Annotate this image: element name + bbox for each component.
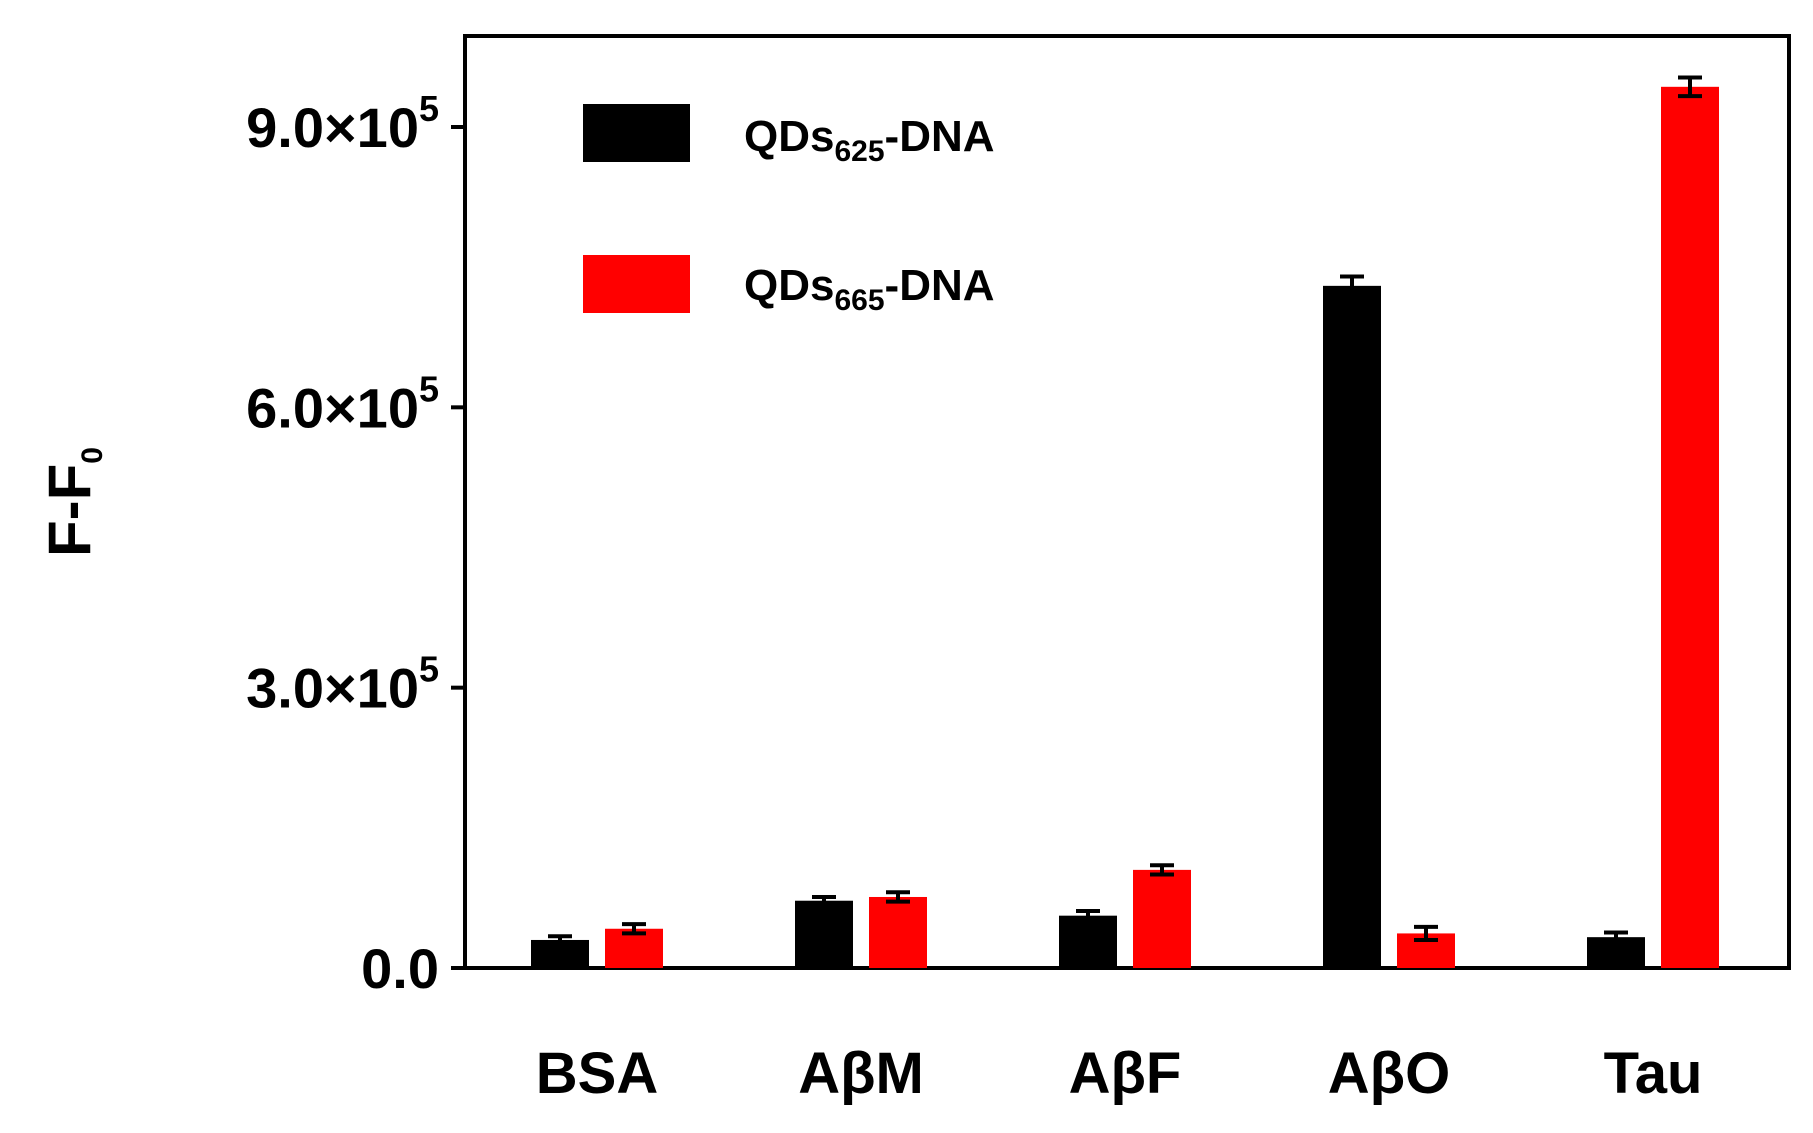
x-tick-label-3: AβO [1328,1041,1450,1106]
legend-swatch-series-2 [583,255,690,313]
error-bar-bsa-series-2 [622,922,646,936]
error-bar-aβo-series-2 [1414,924,1438,942]
bar-aβf-series-1 [1059,915,1117,968]
error-bar-bsa-series-1 [548,934,572,946]
x-tick-label-4: Tau [1604,1041,1703,1106]
y-axis-label: F-F0 [36,447,109,557]
legend-label-series-2: QDs665-DNA [744,261,995,317]
error-bar-aβf-series-2 [1150,863,1174,877]
bars [531,75,1719,968]
y-axis: 0.0 3.0×105 6.0×105 9.0×105 [246,88,465,1000]
bar-aβm-series-2 [869,896,927,968]
bar-aβo-series-1 [1323,285,1381,968]
bar-tau-series-2 [1661,86,1719,968]
error-bar-aβm-series-2 [886,890,910,904]
y-tick-label-0: 0.0 [361,937,439,1000]
plot-frame [463,34,1791,970]
x-tick-label-1: AβM [798,1041,924,1106]
legend-label-series-1: QDs625-DNA [744,112,995,168]
error-bar-tau-series-1 [1604,930,1628,944]
legend-swatch-series-1 [583,104,690,162]
bar-aβm-series-1 [795,900,853,968]
x-tick-label-0: BSA [536,1041,658,1106]
bar-aβf-series-2 [1133,869,1191,968]
error-bar-tau-series-2 [1678,75,1702,99]
y-tick-label-3: 9.0×105 [246,88,439,159]
x-tick-label-2: AβF [1069,1041,1182,1106]
legend: QDs625-DNA QDs665-DNA [583,104,995,317]
y-tick-label-1: 3.0×105 [246,649,439,720]
error-bar-aβo-series-1 [1340,274,1364,298]
error-bar-aβm-series-1 [812,894,836,907]
y-tick-label-2: 6.0×105 [246,368,439,439]
x-axis: BSA AβM AβF AβO Tau [536,1041,1703,1106]
error-bar-aβf-series-1 [1076,908,1100,923]
